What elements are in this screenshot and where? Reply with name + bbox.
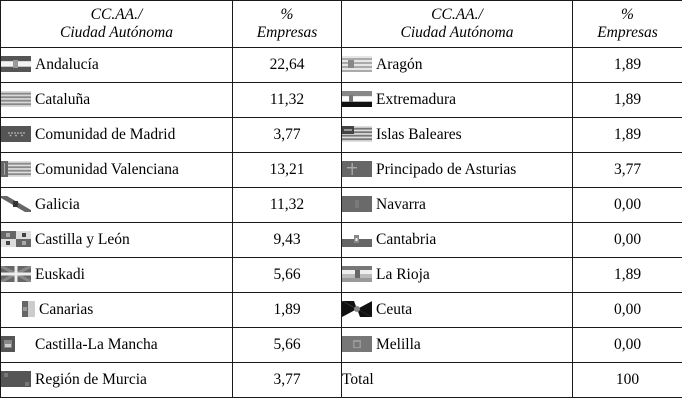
pct-cell: 0,00 (572, 222, 682, 258)
asturias-flag-icon (342, 161, 372, 178)
navarra-flag-icon (342, 196, 372, 213)
table-row: Comunidad Valenciana 13,21 Principado de… (0, 152, 682, 188)
la-rioja-flag-icon (342, 266, 372, 283)
castilla-la-mancha-flag-icon (1, 336, 15, 353)
header-row: CC.AA./Ciudad Autónoma % Empresas CC.AA./… (0, 0, 682, 48)
pct-cell: 5,66 (232, 327, 342, 363)
region-header-right: CC.AA./Ciudad Autónoma (341, 0, 573, 48)
region-cell: Euskadi (0, 257, 233, 293)
region-cell: Comunidad Valenciana (0, 152, 233, 188)
extremadura-flag-icon (342, 91, 372, 108)
euskadi-flag-icon (1, 266, 31, 283)
melilla-flag-icon (342, 336, 372, 353)
region-cell: Comunidad de Madrid (0, 117, 233, 153)
table-row: Comunidad de Madrid 3,77 Islas Baleares … (0, 117, 682, 153)
cantabria-flag-icon (342, 231, 372, 248)
region-cell: Principado de Asturias (341, 152, 573, 188)
pct-cell: 13,21 (232, 152, 342, 188)
region-cell: Andalucía (0, 47, 233, 83)
table-row: Canarias 1,89 Ceuta 0,00 (0, 292, 682, 328)
region-cell: Región de Murcia (0, 362, 233, 398)
table-row: Euskadi 5,66 La Rioja 1,89 (0, 257, 682, 293)
region-cell: La Rioja (341, 257, 573, 293)
pct-cell: 3,77 (232, 362, 342, 398)
pct-cell: 0,00 (572, 292, 682, 328)
region-cell: Melilla (341, 327, 573, 363)
table-row: Andalucía 22,64 Aragón 1,89 (0, 47, 682, 83)
total-label: Total (341, 362, 573, 398)
pct-header-left: % Empresas (232, 0, 342, 48)
region-cell: Extremadura (341, 82, 573, 118)
pct-cell: 9,43 (232, 222, 342, 258)
pct-cell: 11,32 (232, 82, 342, 118)
cataluna-flag-icon (1, 91, 31, 108)
region-cell: Galicia (0, 187, 233, 223)
pct-cell: 3,77 (232, 117, 342, 153)
region-cell: Cantabria (341, 222, 573, 258)
total-value: 100 (572, 362, 682, 398)
pct-cell: 11,32 (232, 187, 342, 223)
pct-cell: 1,89 (572, 117, 682, 153)
pct-cell: 1,89 (572, 47, 682, 83)
pct-header-right: % Empresas (572, 0, 682, 48)
andalucia-flag-icon (1, 56, 31, 73)
region-header-left: CC.AA./Ciudad Autónoma (0, 0, 233, 48)
canarias-flag-icon (15, 301, 35, 318)
valencia-flag-icon (1, 161, 31, 178)
aragon-flag-icon (342, 56, 372, 73)
pct-cell: 0,00 (572, 327, 682, 363)
region-cell: Aragón (341, 47, 573, 83)
region-cell: Ceuta (341, 292, 573, 328)
pct-cell: 0,00 (572, 187, 682, 223)
baleares-flag-icon (342, 126, 372, 143)
pct-cell: 1,89 (572, 257, 682, 293)
castilla-leon-flag-icon (1, 231, 31, 248)
region-cell: Islas Baleares (341, 117, 573, 153)
galicia-flag-icon (1, 196, 31, 213)
pct-cell: 3,77 (572, 152, 682, 188)
region-cell: Canarias (0, 292, 233, 328)
pct-cell: 22,64 (232, 47, 342, 83)
pct-cell: 5,66 (232, 257, 342, 293)
region-cell: Castilla-La Mancha (0, 327, 233, 363)
table-row: Castilla-La Mancha 5,66 Melilla 0,00 (0, 327, 682, 363)
table-row: Castilla y León 9,43 Cantabria 0,00 (0, 222, 682, 258)
pct-cell: 1,89 (572, 82, 682, 118)
region-cell: Cataluña (0, 82, 233, 118)
murcia-flag-icon (1, 371, 31, 388)
table-row: Cataluña 11,32 Extremadura 1,89 (0, 82, 682, 118)
table-row: Galicia 11,32 Navarra 0,00 (0, 187, 682, 223)
region-cell: Castilla y León (0, 222, 233, 258)
madrid-flag-icon (1, 126, 31, 143)
pct-cell: 1,89 (232, 292, 342, 328)
region-cell: Navarra (341, 187, 573, 223)
table-row: Región de Murcia 3,77 Total 100 (0, 362, 682, 398)
ceuta-flag-icon (342, 301, 372, 318)
